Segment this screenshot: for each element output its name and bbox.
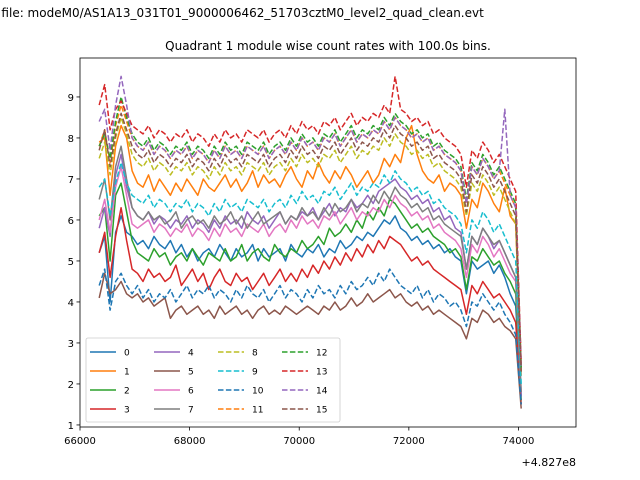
series-lines <box>98 75 522 409</box>
y-tick-label: 1 <box>68 421 74 432</box>
legend-box <box>85 337 341 423</box>
series-line-9 <box>98 161 522 384</box>
legend-label: 5 <box>188 368 194 378</box>
series-line-5 <box>98 272 522 409</box>
legend-label: 1 <box>124 368 130 378</box>
legend-label: 14 <box>316 387 328 397</box>
series-line-15 <box>98 112 522 372</box>
legend-label: 3 <box>124 406 130 416</box>
y-tick-label: 8 <box>68 134 74 145</box>
series-line-8 <box>98 116 522 372</box>
x-tick-label: 68000 <box>174 436 206 447</box>
legend-label: 0 <box>124 349 130 359</box>
series-line-6 <box>98 165 522 393</box>
legend-label: 2 <box>124 387 130 397</box>
legend-label: 13 <box>316 368 327 378</box>
legend-label: 8 <box>252 349 258 359</box>
series-line-3 <box>98 206 522 405</box>
y-tick-label: 2 <box>68 380 74 391</box>
plot-frame <box>79 57 577 428</box>
series-line-13 <box>98 75 522 364</box>
legend-label: 7 <box>188 406 194 416</box>
legend-label: 4 <box>188 349 194 359</box>
series-line-4 <box>98 153 522 397</box>
y-tick-label: 9 <box>68 93 74 104</box>
y-tick-label: 5 <box>68 257 74 268</box>
legend-label: 9 <box>252 368 258 378</box>
series-line-7 <box>98 145 522 393</box>
y-tick-label: 7 <box>68 175 74 186</box>
series-line-2 <box>98 182 522 401</box>
series-line-1 <box>98 124 522 376</box>
series-line-10 <box>98 268 522 405</box>
y-tick-label: 6 <box>68 216 74 227</box>
legend-label: 11 <box>252 406 263 416</box>
y-tick-label: 3 <box>68 339 74 350</box>
x-tick-label: 72000 <box>393 436 425 447</box>
chart-title: Quadrant 1 module wise count rates with … <box>165 39 491 53</box>
y-tick-label: 4 <box>68 298 74 309</box>
figure-suptitle: n file: modeM0/AS1A13_031T01_9000006462_… <box>0 6 484 20</box>
legend-label: 15 <box>316 406 327 416</box>
x-tick-label: 70000 <box>283 436 315 447</box>
legend-label: 6 <box>188 387 194 397</box>
series-line-14 <box>98 75 522 368</box>
legend-label: 12 <box>316 349 327 359</box>
legend-label: 10 <box>252 387 264 397</box>
series-line-0 <box>98 215 522 397</box>
x-tick-label: 74000 <box>503 436 535 447</box>
series-line-12 <box>98 96 522 368</box>
x-offset-label: +4.827e8 <box>522 456 576 469</box>
x-tick-label: 66000 <box>64 436 96 447</box>
